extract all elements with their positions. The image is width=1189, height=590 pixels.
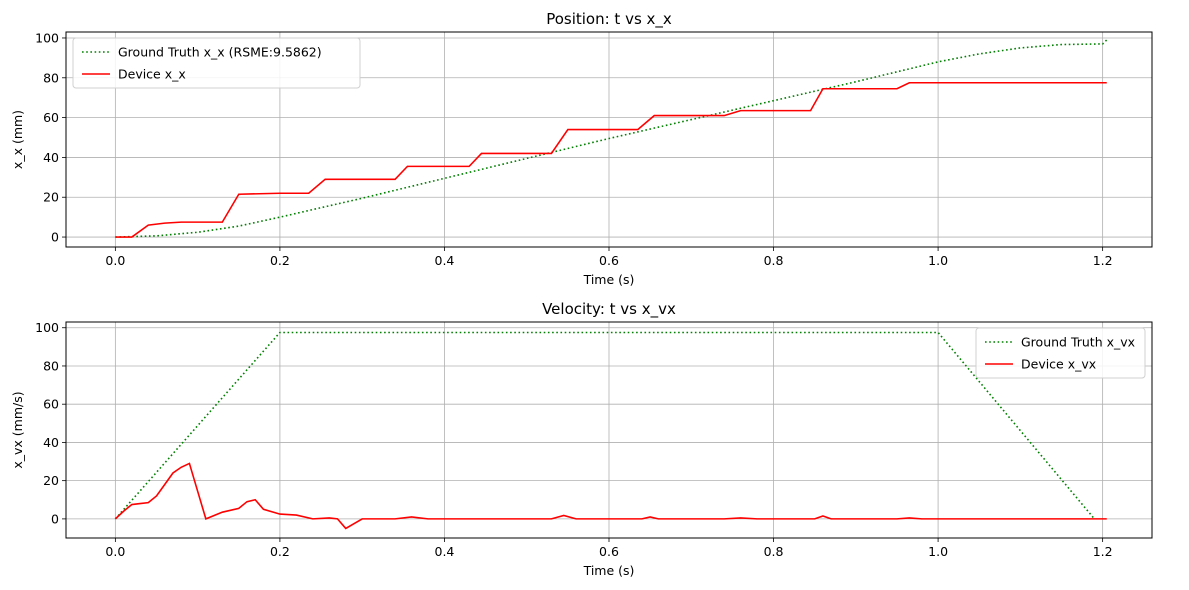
velocity-x-tick-label: 0.2	[270, 544, 290, 559]
position-y-tick-label: 100	[35, 30, 59, 45]
velocity-y-tick-label: 0	[51, 511, 59, 526]
velocity-title: Velocity: t vs x_vx	[542, 300, 676, 319]
position-x-tick-label: 0.8	[764, 253, 784, 268]
position-x-tick-label: 0.2	[270, 253, 290, 268]
position-x-tick-label: 1.2	[1093, 253, 1113, 268]
velocity-y-tick-label: 80	[43, 358, 59, 373]
velocity-series	[114, 331, 1107, 530]
position-y-tick-label: 20	[43, 190, 59, 205]
velocity-x-tick-label: 0.4	[435, 544, 455, 559]
velocity-y-axis-label: x_vx (mm/s)	[10, 391, 25, 468]
velocity-x-tick-label: 1.0	[928, 544, 948, 559]
velocity-y-tick-label: 100	[35, 320, 59, 335]
velocity-legend-label-ground-truth: Ground Truth x_vx	[1021, 335, 1135, 350]
position-y-tick-label: 60	[43, 110, 59, 125]
velocity-x-tick-label: 0.0	[105, 544, 125, 559]
position-series-ground-truth-line	[115, 39, 1108, 238]
velocity-legend-box	[975, 327, 1146, 379]
velocity-chart: 0.0 0.2 0.4 0.6 0.8 1.0 1.2 0 20 40 60 80 100 Veloci…	[10, 300, 1153, 578]
velocity-ticks: 0.0 0.2 0.4 0.6 0.8 1.0 1.2 0 20 40 60 80 100	[35, 320, 1112, 559]
position-y-axis-label: x_x (mm)	[10, 110, 25, 169]
position-series	[115, 39, 1108, 238]
velocity-series-ground-truth-line	[114, 331, 1096, 520]
position-legend-box	[72, 37, 361, 89]
velocity-y-tick-label: 20	[43, 473, 59, 488]
velocity-x-tick-label: 0.8	[764, 544, 784, 559]
position-ticks: 0.0 0.2 0.4 0.6 0.8 1.0 1.2 0 20 40 60 80 100	[35, 30, 1112, 268]
position-y-tick-label: 40	[43, 150, 59, 165]
velocity-legend-label-device: Device x_vx	[1021, 357, 1096, 372]
position-series-device-line	[115, 81, 1107, 238]
position-x-tick-label: 0.0	[105, 253, 125, 268]
position-x-tick-label: 0.4	[435, 253, 455, 268]
velocity-x-tick-label: 1.2	[1093, 544, 1113, 559]
velocity-y-tick-label: 60	[43, 397, 59, 412]
velocity-x-tick-label: 0.6	[599, 544, 619, 559]
velocity-y-tick-label: 40	[43, 435, 59, 450]
position-legend-label-ground-truth: Ground Truth x_x (RSME:9.5862)	[118, 45, 322, 60]
velocity-legend: Ground Truth x_vx Device x_vx	[975, 327, 1146, 379]
position-y-tick-label: 0	[51, 230, 59, 245]
position-legend-label-device: Device x_x	[118, 67, 186, 82]
velocity-series-device-line	[114, 462, 1107, 530]
position-y-tick-label: 80	[43, 70, 59, 85]
position-chart: 0.0 0.2 0.4 0.6 0.8 1.0 1.2 0 20 40 60 80 100 Positi…	[10, 10, 1153, 287]
position-x-tick-label: 0.6	[599, 253, 619, 268]
position-legend: Ground Truth x_x (RSME:9.5862) Device x_x	[72, 37, 361, 89]
velocity-x-axis-label: Time (s)	[583, 563, 635, 578]
position-title: Position: t vs x_x	[546, 10, 672, 29]
position-x-tick-label: 1.0	[928, 253, 948, 268]
position-x-axis-label: Time (s)	[583, 272, 635, 287]
